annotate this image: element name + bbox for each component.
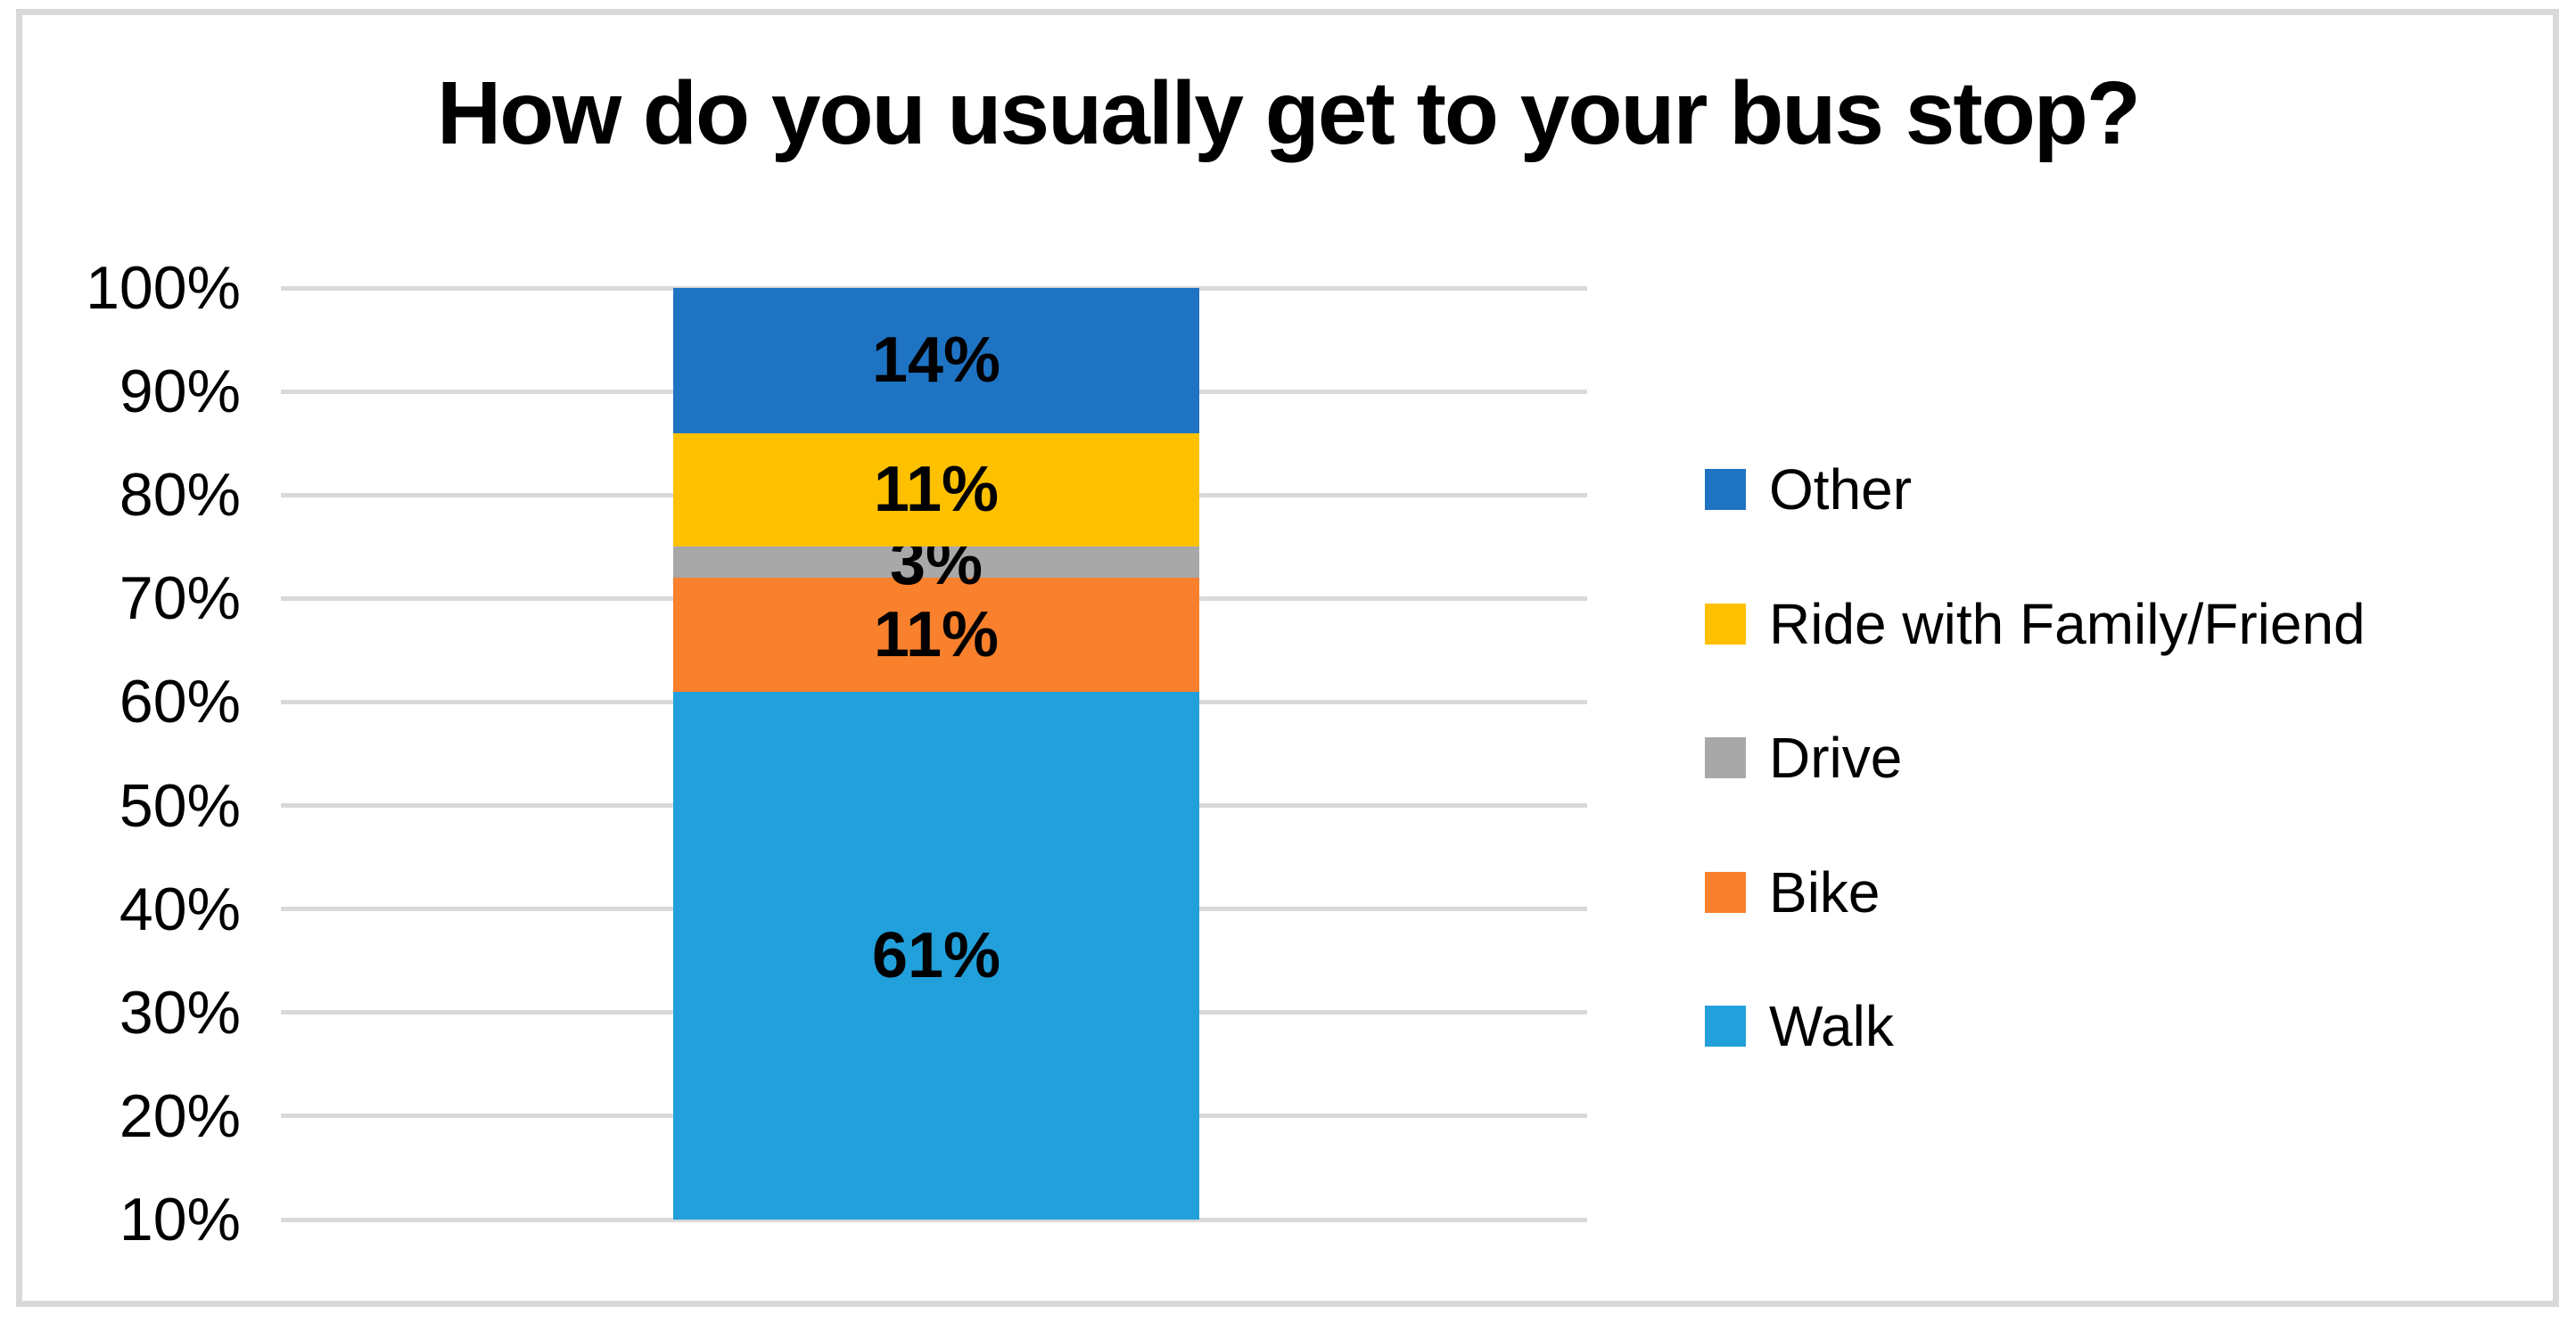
bar-segment-walk [673,691,1199,1220]
legend-swatch-walk [1705,1006,1746,1047]
legend-label-other: Other [1769,457,1913,522]
bar-segment-ride-with-family-friend [673,432,1199,547]
y-axis-tick-label: 20% [119,1081,241,1150]
data-label-bike: 11% [873,598,1000,670]
bar-segment-bike [673,578,1199,692]
y-axis-tick-label: 100% [86,254,241,322]
legend-swatch-drive [1705,737,1746,778]
legend-swatch-other [1705,469,1746,510]
chart-frame [16,9,2559,1307]
y-axis-tick-label: 30% [119,978,241,1047]
legend-label-walk: Walk [1769,994,1894,1058]
y-axis-tick-label: 10% [119,1186,241,1253]
legend-item-bike: Bike [1705,826,1881,959]
legend-swatch-ride-with-family-friend [1705,603,1746,645]
data-label-ride-with-family-friend: 11% [873,454,1000,526]
legend-item-other: Other [1705,423,1912,556]
gridline-10 [281,1217,1587,1222]
legend-item-ride-with-family-friend: Ride with Family/Friend [1705,557,2366,691]
y-axis-tick-label: 70% [119,564,241,633]
legend-label-drive: Drive [1769,726,1903,790]
y-axis-tick-label: 50% [119,771,241,840]
data-label-other: 14% [871,325,1001,397]
y-axis-tick-label: 90% [119,357,241,426]
y-axis-tick-label: 80% [119,461,241,530]
legend-label-bike: Bike [1769,859,1881,924]
legend-swatch-bike [1705,871,1746,913]
bar-segment-other [673,288,1199,433]
legend-item-walk: Walk [1705,959,1894,1093]
legend-label-ride-with-family-friend: Ride with Family/Friend [1769,591,2366,656]
y-axis-tick-label: 40% [119,875,241,943]
data-label-walk: 61% [871,919,1001,991]
chart-title: How do you usually get to your bus stop? [437,63,2141,163]
bar-segment-drive [673,546,1199,579]
legend-item-drive: Drive [1705,691,1902,825]
y-axis-tick-label: 60% [119,668,241,736]
